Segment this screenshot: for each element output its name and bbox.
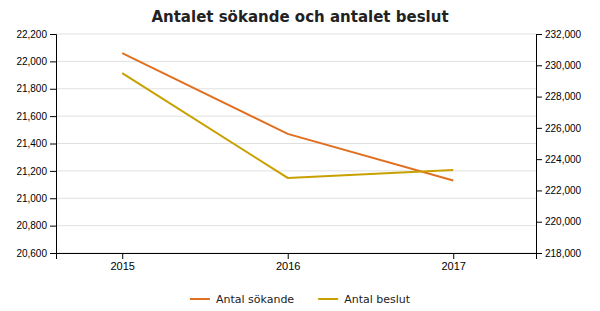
grid-line <box>56 198 536 199</box>
legend-item: Antal sökande <box>190 293 294 306</box>
tick: 232,000 <box>536 29 582 40</box>
tick: 2017 <box>441 253 465 272</box>
tick-mark <box>536 65 542 66</box>
tick-mark <box>50 34 56 35</box>
tick-mark <box>453 253 454 259</box>
tick: 22,200 <box>16 29 56 40</box>
tick-label: 232,000 <box>545 29 582 40</box>
tick-label: 20,800 <box>16 220 47 231</box>
grid-line <box>56 143 536 144</box>
tick-label: 21,800 <box>16 83 47 94</box>
title: Antalet sökande och antalet beslut <box>151 8 448 26</box>
grid-line <box>56 116 536 117</box>
tick: 228,000 <box>536 91 582 102</box>
tick-label: 21,200 <box>16 166 47 177</box>
tick: 21,200 <box>16 166 56 177</box>
tick-label: 226,000 <box>545 123 582 134</box>
x-axis: 2015 2016 2017 <box>57 253 537 272</box>
tick-label: 218,000 <box>545 248 582 259</box>
tick-label: 22,200 <box>16 29 47 40</box>
grid-line <box>56 225 536 226</box>
tick-mark <box>50 171 56 172</box>
tick-mark <box>122 253 123 259</box>
legend-swatch <box>318 298 338 300</box>
tick-label: 220,000 <box>545 216 582 227</box>
axis-line <box>50 35 57 254</box>
tick-mark <box>536 159 542 160</box>
grid-line <box>56 34 536 35</box>
legend-swatch <box>190 298 210 300</box>
tick: 21,600 <box>16 111 56 122</box>
tick-mark <box>536 97 542 98</box>
tick-mark <box>50 89 56 90</box>
tick-mark <box>50 198 56 199</box>
tick-mark <box>288 253 289 259</box>
tick: 21,800 <box>16 83 56 94</box>
tick: 21,400 <box>16 138 56 149</box>
tick-label: 2017 <box>441 260 465 272</box>
grid <box>56 34 536 253</box>
tick-label: 22,000 <box>16 56 47 67</box>
tick: 21,000 <box>16 193 56 204</box>
grid-line <box>56 170 536 171</box>
marks <box>122 53 453 180</box>
tick-mark <box>536 34 542 35</box>
tick: 226,000 <box>536 123 582 134</box>
legend-label: Antal beslut <box>344 293 411 306</box>
legend-item: Antal beslut <box>318 293 411 306</box>
tick-mark <box>50 116 56 117</box>
chart: 2015 2016 2017 20,600 20,800 21,000 21,200 21,4… <box>0 0 600 311</box>
tick: 20,600 <box>16 248 56 259</box>
series-line <box>122 53 453 180</box>
tick-label: 228,000 <box>545 91 582 102</box>
tick-label: 2015 <box>110 260 134 272</box>
tick-mark <box>536 128 542 129</box>
tick-mark <box>50 226 56 227</box>
grid-line <box>56 88 536 89</box>
tick-label: 230,000 <box>545 60 582 71</box>
tick-mark <box>536 190 542 191</box>
tick-label: 21,400 <box>16 138 47 149</box>
tick: 220,000 <box>536 216 582 227</box>
series-line <box>122 73 453 178</box>
grid-line <box>56 61 536 62</box>
tick: 22,000 <box>16 56 56 67</box>
tick: 2016 <box>276 253 300 272</box>
y2-axis: 218,000 220,000 222,000 224,000 226,000 228,0… <box>536 29 582 259</box>
tick: 222,000 <box>536 185 582 196</box>
axis-line <box>537 35 543 254</box>
tick: 2015 <box>110 253 134 272</box>
legend: Antal sökande Antal beslut <box>190 293 411 306</box>
tick: 230,000 <box>536 60 582 71</box>
tick-mark <box>536 253 542 254</box>
tick-mark <box>50 253 56 254</box>
tick: 20,800 <box>16 220 56 231</box>
tick-label: 224,000 <box>545 154 582 165</box>
tick-label: 21,600 <box>16 111 47 122</box>
tick-label: 222,000 <box>545 185 582 196</box>
legend-label: Antal sökande <box>216 293 294 306</box>
tick-label: 21,000 <box>16 193 47 204</box>
y-axis: 20,600 20,800 21,000 21,200 21,400 21,600 21,8… <box>16 29 56 259</box>
tick: 224,000 <box>536 154 582 165</box>
tick-label: 2016 <box>276 260 300 272</box>
tick-mark <box>50 61 56 62</box>
tick-label: 20,600 <box>16 248 47 259</box>
tick-mark <box>536 222 542 223</box>
tick: 218,000 <box>536 248 582 259</box>
tick-mark <box>50 144 56 145</box>
axis-line <box>57 254 537 260</box>
plot: 2015 2016 2017 20,600 20,800 21,000 21,200 21,4… <box>16 29 581 272</box>
